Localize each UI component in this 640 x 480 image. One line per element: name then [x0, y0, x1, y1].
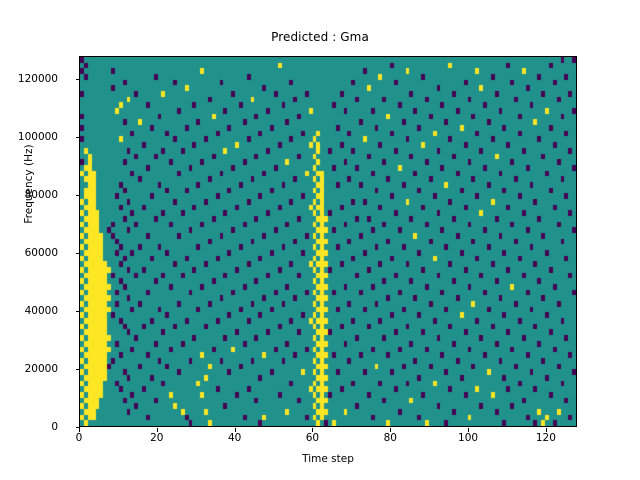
x-tick-label: 60: [305, 432, 320, 444]
heatmap-plot-area: [79, 56, 577, 427]
y-tick-label: 100000: [17, 130, 58, 143]
y-tick-label: 20000: [24, 362, 58, 375]
y-tick-mark: [75, 369, 80, 371]
x-tick-mark: [390, 427, 392, 432]
x-tick-label: 100: [458, 432, 479, 444]
x-tick-mark: [545, 427, 547, 432]
x-tick-label: 40: [227, 432, 242, 444]
y-tick-label: 0: [51, 420, 58, 433]
x-tick-mark: [312, 427, 314, 432]
x-tick-label: 20: [150, 432, 164, 444]
y-tick-mark: [75, 79, 80, 81]
x-tick-mark: [468, 427, 470, 432]
y-tick-label: 40000: [24, 304, 58, 317]
x-tick-label: 120: [535, 432, 556, 444]
heatmap-image: [80, 57, 576, 426]
y-axis-label: Frequency (Hz): [23, 144, 35, 224]
x-tick-mark: [234, 427, 236, 432]
y-tick-mark: [75, 311, 80, 313]
y-tick-label: 80000: [24, 188, 58, 201]
x-tick-mark: [79, 427, 80, 432]
y-tick-mark: [75, 195, 80, 197]
y-tick-mark: [75, 137, 80, 139]
y-tick-mark: [75, 253, 80, 255]
x-tick-label: 80: [383, 432, 397, 444]
x-tick-label: 0: [75, 432, 83, 444]
x-tick-mark: [156, 427, 158, 432]
y-tick-label: 120000: [17, 72, 58, 85]
x-axis-label: Time step: [302, 453, 354, 465]
page-title: Predicted : Gma: [271, 30, 369, 44]
y-tick-mark: [75, 427, 80, 428]
y-tick-label: 60000: [24, 246, 58, 259]
